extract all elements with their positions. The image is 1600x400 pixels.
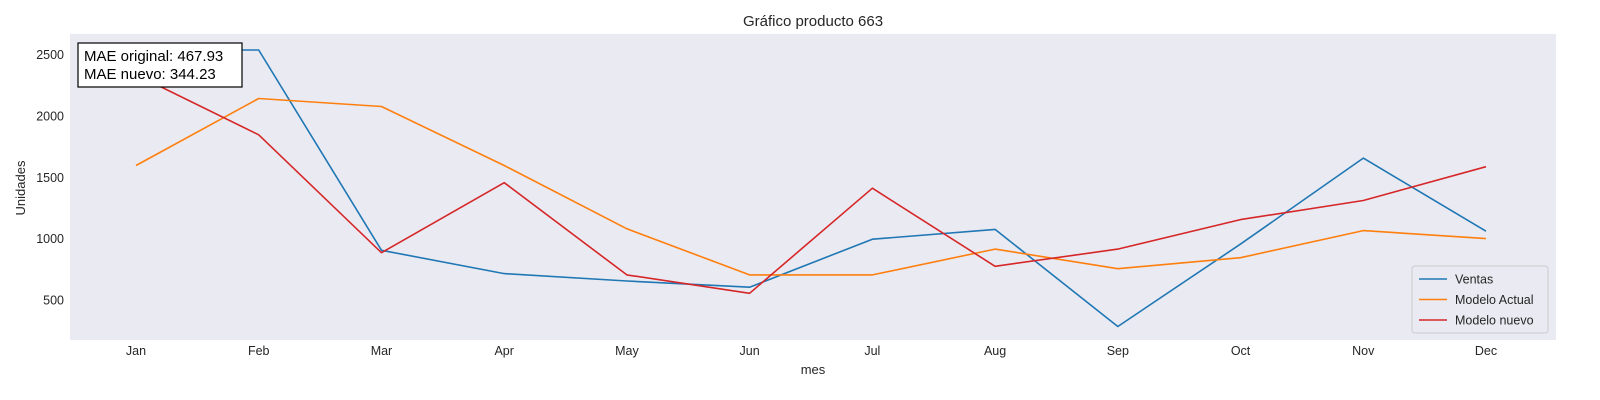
x-tick-label: May — [615, 344, 639, 358]
x-tick-labels: Jan Feb Mar Apr May Jun Jul Aug Sep Oct Nov Dec — [126, 344, 1497, 358]
x-tick-label: Nov — [1352, 344, 1375, 358]
y-tick-label: 1000 — [36, 232, 64, 246]
x-tick-label: Oct — [1231, 344, 1251, 358]
legend-label-0: Ventas — [1455, 273, 1493, 287]
y-tick-labels: 500 1000 1500 2000 2500 — [36, 48, 64, 308]
y-tick-label: 500 — [43, 294, 64, 308]
annotation-line-1: MAE original: 467.93 — [84, 48, 223, 65]
legend-frame — [1411, 265, 1549, 334]
series-line-2 — [135, 73, 1487, 295]
x-tick-label: Jan — [126, 344, 146, 358]
series-lines — [135, 49, 1487, 328]
legend: Ventas Modelo Actual Modelo nuevo — [1411, 265, 1549, 334]
legend-label-2: Modelo nuevo — [1455, 314, 1534, 328]
annotation-line-2: MAE nuevo: 344.23 — [84, 66, 216, 83]
x-tick-label: Dec — [1475, 344, 1497, 358]
chart-title: Gráfico producto 663 — [743, 13, 883, 30]
y-axis-label: Unidades — [13, 160, 28, 215]
annotation-frame — [77, 42, 243, 88]
series-line-1 — [135, 97, 1487, 276]
y-tick-label: 1500 — [36, 171, 64, 185]
y-tick-label: 2500 — [36, 48, 64, 62]
x-tick-label: Jun — [740, 344, 760, 358]
annotation-box: MAE original: 467.93 MAE nuevo: 344.23 — [77, 42, 243, 88]
x-tick-label: Feb — [248, 344, 270, 358]
y-tick-label: 2000 — [36, 109, 64, 123]
legend-label-1: Modelo Actual — [1455, 293, 1534, 307]
x-axis-label: mes — [801, 362, 826, 377]
x-tick-label: Aug — [984, 344, 1006, 358]
series-line-0 — [136, 49, 1487, 328]
x-tick-label: Sep — [1107, 344, 1129, 358]
x-tick-label: Mar — [371, 344, 393, 358]
x-tick-label: Jul — [864, 344, 880, 358]
x-tick-label: Apr — [494, 344, 513, 358]
plot-background — [70, 34, 1556, 340]
